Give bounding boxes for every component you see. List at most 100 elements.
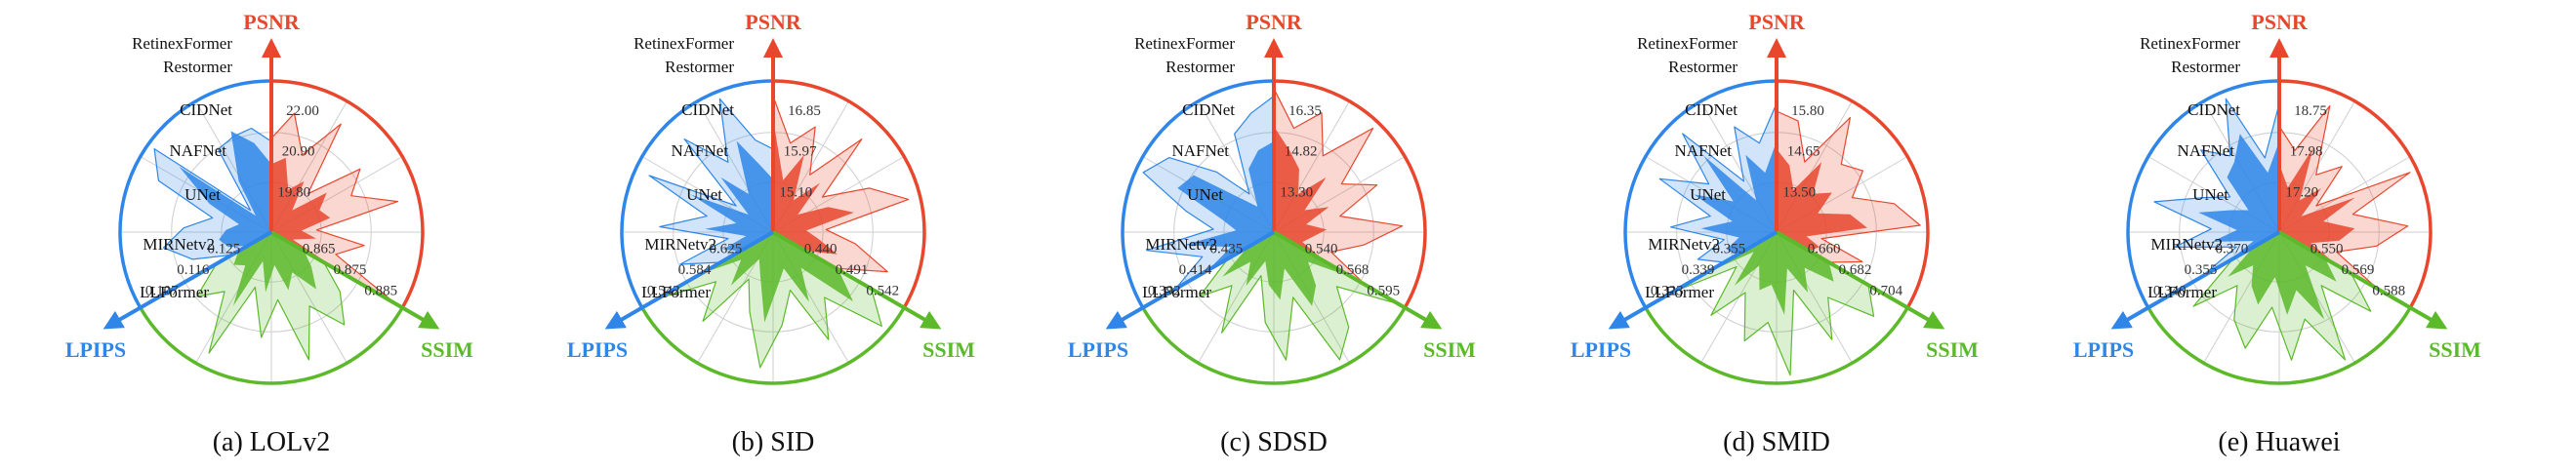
method-label: NAFNet — [1674, 141, 1732, 160]
method-label: RetinexFormer — [1134, 34, 1235, 53]
psnr-tick-label: 19.80 — [277, 184, 310, 200]
psnr-tick-label: 20.90 — [282, 144, 315, 160]
ssim-tick-label: 0.542 — [866, 283, 899, 298]
psnr-arc — [1273, 79, 1427, 309]
psnr-tick-label: 17.98 — [2290, 144, 2323, 160]
psnr-inner-region — [773, 118, 854, 255]
lpips-tick-label: 0.339 — [1682, 262, 1715, 278]
method-label: MIRNetv2 — [143, 235, 215, 254]
lpips-tick-label: 0.323 — [1651, 283, 1684, 298]
psnr-inner-region — [1274, 126, 1329, 262]
method-label: CIDNet — [2188, 100, 2240, 119]
ssim-tick-label: 0.588 — [2372, 283, 2405, 298]
psnr-tick-label: 22.00 — [286, 103, 319, 119]
lpips-tick-label: 0.340 — [2153, 283, 2187, 298]
lpips-arc — [1121, 79, 1275, 309]
psnr-tick-label: 14.65 — [1787, 144, 1820, 160]
psnr-tick-label: 13.50 — [1782, 184, 1816, 200]
ssim-axis-arrow — [2278, 230, 2448, 330]
psnr-tick-label: 17.20 — [2285, 184, 2318, 200]
ssim-tick-label: 0.660 — [1808, 241, 1841, 256]
method-label: LLFormer — [1645, 283, 1714, 301]
psnr-arc — [1776, 79, 1930, 309]
psnr-tick-label: 16.35 — [1288, 103, 1322, 119]
radar-panel: PSNR SSIM LPIPS 19.80 20.90 22.00 0.865 0.875 0.… — [65, 10, 473, 457]
ssim-tick-label: 0.550 — [2310, 241, 2344, 256]
method-label: UNet — [686, 185, 722, 204]
method-label: Restormer — [1165, 58, 1235, 76]
lpips-tick-label: 0.116 — [177, 262, 210, 278]
lpips-tick-label: 0.542 — [647, 283, 680, 298]
method-label: NAFNet — [1171, 141, 1229, 160]
lpips-inner-region — [179, 131, 271, 248]
method-label: MIRNetv2 — [2150, 235, 2223, 254]
ssim-arc — [2147, 306, 2412, 385]
ssim-axis-label: SSIM — [922, 337, 975, 362]
ssim-tick-label: 0.682 — [1839, 262, 1872, 278]
ssim-tick-label: 0.595 — [1367, 283, 1400, 298]
lpips-axis-arrow — [1105, 230, 1275, 330]
lpips-axis-arrow — [102, 230, 272, 330]
panel-caption: (a) LOLv2 — [213, 427, 331, 457]
lpips-inner-region — [2198, 134, 2279, 262]
lpips-axis-label: LPIPS — [567, 337, 628, 362]
ssim-tick-label: 0.491 — [836, 262, 869, 278]
ssim-arc — [640, 306, 906, 385]
psnr-axis-label: PSNR — [243, 10, 301, 34]
lpips-inner-region — [690, 140, 773, 252]
panel-caption: (e) Huawei — [2218, 427, 2340, 457]
lpips-tick-label: 0.355 — [1712, 241, 1745, 256]
ssim-axis-label: SSIM — [1423, 337, 1476, 362]
lpips-inner-region — [1177, 141, 1274, 270]
psnr-tick-label: 16.85 — [788, 103, 821, 119]
lpips-tick-label: 0.414 — [1179, 262, 1212, 278]
ssim-tick-label: 0.440 — [804, 241, 838, 256]
ssim-tick-label: 0.569 — [2342, 262, 2375, 278]
method-label: UNet — [2192, 185, 2228, 204]
lpips-axis-label: LPIPS — [2073, 337, 2134, 362]
psnr-arc — [2278, 79, 2433, 309]
ssim-tick-label: 0.885 — [364, 283, 397, 298]
psnr-inner-region — [2279, 147, 2355, 266]
method-label: NAFNet — [671, 141, 728, 160]
psnr-tick-label: 15.80 — [1791, 103, 1824, 119]
method-label: Restormer — [163, 58, 232, 76]
psnr-axis-label: PSNR — [1748, 10, 1806, 34]
lpips-arc — [118, 79, 272, 309]
method-label: CIDNet — [1182, 100, 1235, 119]
method-label: UNet — [1187, 185, 1223, 204]
ssim-outer-region — [1199, 231, 1400, 361]
lpips-axis-arrow — [2110, 230, 2280, 330]
ssim-inner-region — [2228, 232, 2337, 320]
ssim-inner-region — [1704, 232, 1834, 315]
ssim-axis-arrow — [771, 230, 942, 330]
ssim-axis-arrow — [1273, 230, 1443, 330]
radar-panel: PSNR SSIM LPIPS 15.10 15.97 16.85 0.440 0.491 0.… — [567, 10, 975, 457]
psnr-axis-label: PSNR — [2251, 10, 2309, 34]
method-label: LLFormer — [1142, 283, 1211, 301]
psnr-inner-region — [1777, 148, 1867, 252]
method-label: Restormer — [2171, 58, 2240, 76]
psnr-arc — [772, 79, 926, 309]
method-label: MIRNetv2 — [644, 235, 716, 254]
lpips-axis-label: LPIPS — [65, 337, 126, 362]
lpips-axis-arrow — [604, 230, 775, 330]
ssim-arc — [1644, 306, 1909, 385]
method-label: Restormer — [1668, 58, 1738, 76]
psnr-tick-label: 18.75 — [2294, 103, 2327, 119]
ssim-tick-label: 0.704 — [1869, 283, 1902, 298]
ssim-axis-label: SSIM — [1926, 337, 1979, 362]
ssim-inner-region — [701, 232, 853, 323]
lpips-tick-label: 0.392 — [1148, 283, 1181, 298]
psnr-arc — [270, 79, 425, 309]
ssim-inner-region — [1222, 232, 1353, 306]
ssim-arc — [1141, 306, 1407, 385]
method-label: UNet — [1690, 185, 1726, 204]
method-label: Restormer — [665, 58, 734, 76]
method-label: RetinexFormer — [1637, 34, 1738, 53]
panel-caption: (b) SID — [732, 427, 815, 457]
psnr-tick-label: 13.30 — [1280, 184, 1313, 200]
lpips-arc — [1623, 79, 1778, 309]
ssim-arc — [139, 306, 404, 385]
radar-panel: PSNR SSIM LPIPS 13.50 14.65 15.80 0.660 0.682 0.… — [1571, 10, 1979, 457]
